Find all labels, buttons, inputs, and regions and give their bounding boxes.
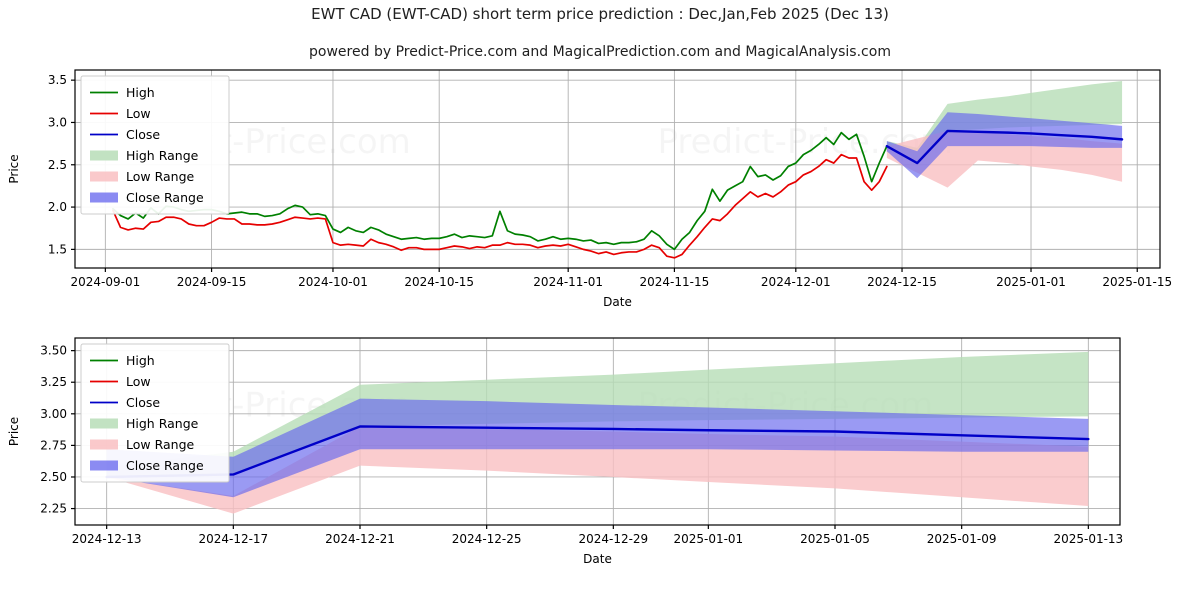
x-tick-label: 2024-09-15 <box>177 275 247 289</box>
y-tick-label: 3.50 <box>40 344 67 358</box>
x-tick-label: 2024-12-01 <box>761 275 831 289</box>
x-tick-label: 2024-12-21 <box>325 532 395 546</box>
x-tick-label: 2025-01-09 <box>927 532 997 546</box>
range-bands <box>886 81 1123 188</box>
band-close_range <box>886 112 1123 179</box>
y-tick-label: 2.25 <box>40 502 67 516</box>
x-axis-label: Date <box>603 295 632 309</box>
x-tick-label: 2024-12-13 <box>72 532 142 546</box>
page-subtitle: powered by Predict-Price.com and Magical… <box>309 44 891 60</box>
x-tick-label: 2025-01-13 <box>1053 532 1123 546</box>
line-high <box>112 131 888 251</box>
overview-chart-svg: Predict-Price.comPredict-Price.com1.52.0… <box>7 69 1172 309</box>
chart-legend: High Low Close High Range Low Range Close Ran… <box>80 75 230 215</box>
legend-label: High Range <box>126 416 199 431</box>
plot-border <box>74 69 1161 269</box>
y-tick-label: 2.50 <box>40 470 67 484</box>
x-tick-label: 2024-10-15 <box>404 275 474 289</box>
y-tick-label: 2.75 <box>40 438 67 452</box>
x-tick-label: 2024-12-29 <box>578 532 648 546</box>
forecast-chart-svg: Predict-Price.comPredict-Price.com2.252.… <box>7 337 1123 566</box>
legend-label: Close <box>126 395 160 410</box>
x-tick-label: 2024-12-17 <box>198 532 268 546</box>
legend-swatch-high_range <box>90 150 118 161</box>
x-tick-label: 2025-01-05 <box>800 532 870 546</box>
legend-label: High <box>126 85 155 100</box>
legend-label: Close Range <box>126 458 204 473</box>
x-axis-label: Date <box>583 552 612 566</box>
y-tick-label: 1.5 <box>48 242 67 256</box>
x-tick-label: 2024-10-01 <box>298 275 368 289</box>
overview-chart: Predict-Price.comPredict-Price.com1.52.0… <box>0 60 1200 310</box>
axes: 2.25 2.50 2.75 3.00 3.25 3.50 2024-12-13 2024-1… <box>40 344 1123 546</box>
data-lines <box>105 425 1090 479</box>
line-low <box>112 153 888 259</box>
y-tick-label: 2.5 <box>48 158 67 172</box>
legend-label: Low Range <box>126 437 195 452</box>
x-tick-label: 2024-12-25 <box>452 532 522 546</box>
x-tick-label: 2024-11-01 <box>533 275 603 289</box>
line-close <box>105 425 1090 479</box>
forecast-chart: Predict-Price.comPredict-Price.com2.252.… <box>0 328 1200 600</box>
legend-label: High <box>126 353 155 368</box>
x-tick-label: 2025-01-15 <box>1102 275 1172 289</box>
page-title: EWT CAD (EWT-CAD) short term price predi… <box>311 5 889 23</box>
legend-label: High Range <box>126 148 199 163</box>
y-tick-label: 3.5 <box>48 73 67 87</box>
chart-legend: High Low Close High Range Low Range Close Ran… <box>80 343 230 483</box>
x-tick-label: 2024-11-15 <box>640 275 710 289</box>
line-close <box>885 129 1124 165</box>
x-tick-label: 2024-09-01 <box>70 275 140 289</box>
legend-swatch-low_range <box>90 171 118 182</box>
y-tick-label: 3.25 <box>40 375 67 389</box>
grid-lines <box>75 70 1160 268</box>
legend-swatch-close_range <box>90 460 118 471</box>
y-tick-label: 3.00 <box>40 407 67 421</box>
legend-label: Low <box>126 106 151 121</box>
legend-swatch-close_range <box>90 192 118 203</box>
y-axis-label: Price <box>7 154 21 183</box>
plot-border <box>74 337 1121 526</box>
data-lines <box>112 129 1124 259</box>
legend-swatch-high_range <box>90 418 118 429</box>
x-tick-label: 2025-01-01 <box>996 275 1066 289</box>
y-tick-label: 2.0 <box>48 200 67 214</box>
band-close_range <box>106 398 1089 498</box>
range-bands <box>106 351 1089 514</box>
legend-label: Close Range <box>126 190 204 205</box>
legend-label: Close <box>126 127 160 142</box>
axes: 1.5 2.0 2.5 3.0 3.5 2024-09-01 2024-09-15 2024-… <box>48 73 1172 289</box>
x-tick-label: 2025-01-01 <box>673 532 743 546</box>
y-axis-label: Price <box>7 417 21 446</box>
legend-label: Low <box>126 374 151 389</box>
y-tick-label: 3.0 <box>48 115 67 129</box>
legend-label: Low Range <box>126 169 195 184</box>
x-tick-label: 2024-12-15 <box>867 275 937 289</box>
legend-swatch-low_range <box>90 439 118 450</box>
